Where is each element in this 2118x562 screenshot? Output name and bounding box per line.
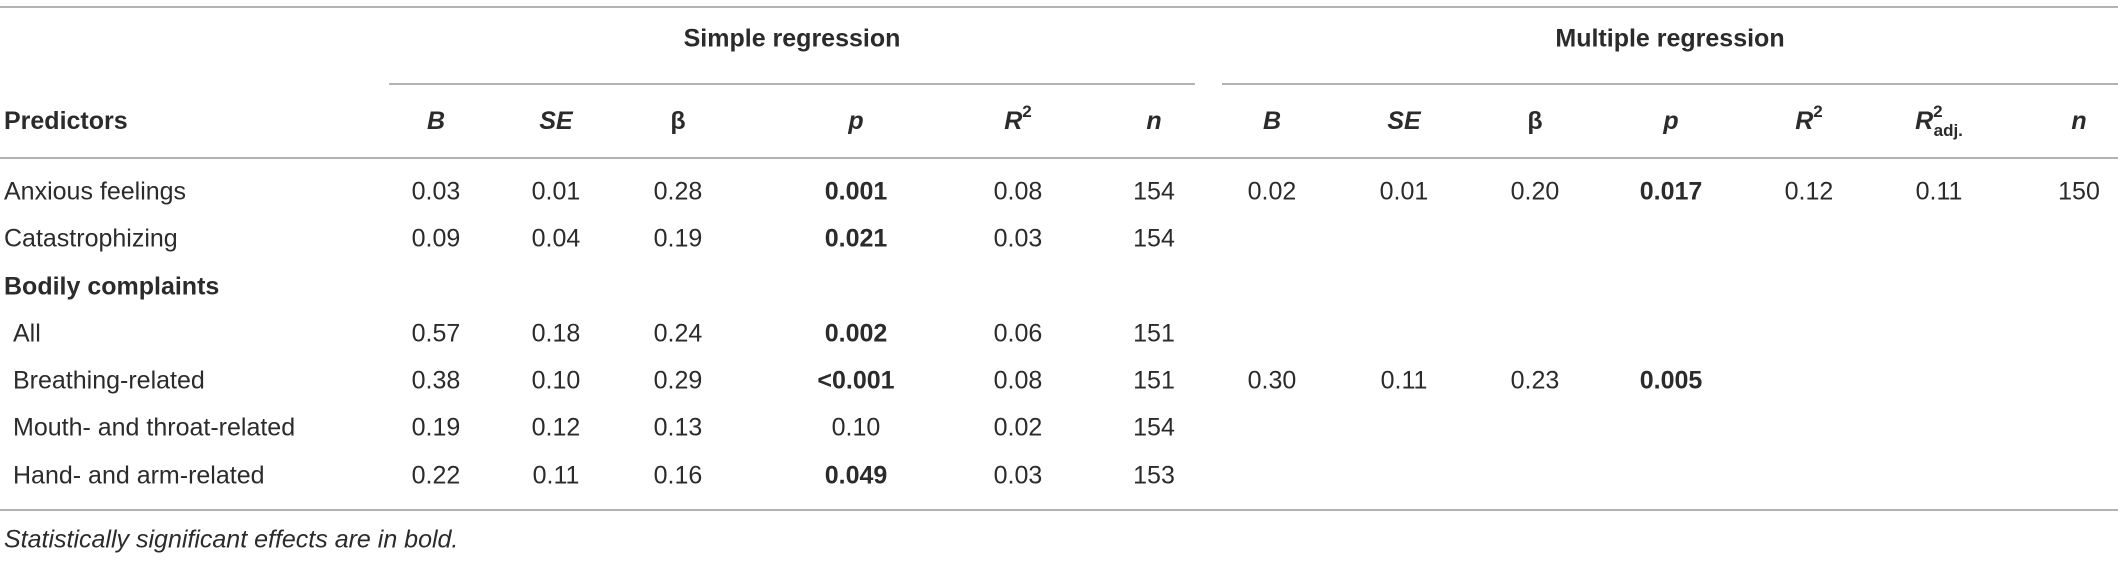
cell: 153	[1133, 462, 1175, 490]
header-text: B	[427, 107, 445, 135]
cell: 151	[1133, 367, 1175, 395]
header-text: Predictors	[4, 107, 128, 135]
cell: 0.09	[412, 225, 461, 253]
cell: 0.12	[1785, 178, 1834, 206]
cell: 0.29	[654, 367, 703, 395]
column-header: B	[1263, 107, 1281, 135]
cell: 0.005	[1640, 367, 1703, 395]
cell: 0.23	[1511, 367, 1560, 395]
row-label: Mouth- and throat-related	[13, 414, 295, 442]
column-header: R2 adj.	[1915, 102, 1963, 140]
column-header: n	[2071, 107, 2086, 135]
column-header: R2	[1004, 102, 1032, 135]
cell: 154	[1133, 414, 1175, 442]
cell: 0.13	[654, 414, 703, 442]
cell: 0.017	[1640, 178, 1703, 206]
cell: 0.30	[1248, 367, 1297, 395]
cell: 0.18	[532, 320, 581, 348]
column-header: SE	[1387, 107, 1422, 135]
header-text: SE	[1387, 107, 1422, 135]
row-label: Breathing-related	[13, 367, 205, 395]
header-sub: adj.	[1934, 121, 1963, 140]
header-text: p	[1662, 107, 1678, 135]
cell: 0.03	[412, 178, 461, 206]
cell: <0.001	[817, 367, 894, 395]
section-label: Bodily complaints	[4, 273, 219, 301]
cell: 0.049	[825, 462, 888, 490]
cell: 0.04	[532, 225, 581, 253]
header-text: R	[1004, 107, 1022, 135]
cell: 0.11	[1381, 367, 1428, 395]
cell: 0.24	[654, 320, 703, 348]
cell: 0.38	[412, 367, 461, 395]
cell: 154	[1133, 178, 1175, 206]
header-text: p	[847, 107, 863, 135]
header-sup: 2	[1933, 102, 1942, 121]
column-header: n	[1146, 107, 1161, 135]
cell: 0.02	[994, 414, 1043, 442]
cell: 0.08	[994, 367, 1043, 395]
column-header: β	[1527, 107, 1542, 135]
header-text: β	[670, 107, 685, 135]
header-text: B	[1263, 107, 1281, 135]
cell: 0.10	[832, 414, 881, 442]
cell: 0.20	[1511, 178, 1560, 206]
group-header: Multiple regression	[1555, 25, 1784, 53]
cell: 151	[1133, 320, 1175, 348]
column-header: SE	[539, 107, 574, 135]
row-label: Catastrophizing	[4, 225, 178, 253]
cell: 0.19	[654, 225, 703, 253]
cell: 0.01	[532, 178, 581, 206]
cell: 0.021	[825, 225, 888, 253]
cell: 0.57	[412, 320, 461, 348]
cell: 0.001	[825, 178, 888, 206]
row-label: Hand- and arm-related	[13, 462, 265, 490]
cell: 0.16	[654, 462, 703, 490]
header-sup: 2	[1022, 102, 1031, 121]
cell: 0.02	[1248, 178, 1297, 206]
header-text: n	[2071, 107, 2086, 135]
header-text: SE	[539, 107, 574, 135]
cell: 0.03	[994, 462, 1043, 490]
cell: 0.03	[994, 225, 1043, 253]
group-header: Simple regression	[684, 25, 901, 53]
header-text: R	[1915, 107, 1933, 135]
column-header: β	[670, 107, 685, 135]
cell: 0.22	[412, 462, 461, 490]
cell: 0.01	[1380, 178, 1429, 206]
row-label: Anxious feelings	[4, 178, 186, 206]
cell: 0.08	[994, 178, 1043, 206]
row-label: All	[13, 320, 41, 348]
column-header: Predictors	[4, 107, 128, 135]
header-sup: 2	[1813, 102, 1822, 121]
header-text: n	[1146, 107, 1161, 135]
column-header: p	[1662, 107, 1678, 135]
column-header: p	[847, 107, 863, 135]
cell: 0.11	[533, 462, 580, 490]
footnote: Statistically significant effects are in…	[4, 526, 458, 554]
column-header: R2	[1795, 102, 1823, 135]
cell: 0.28	[654, 178, 703, 206]
cell: 0.11	[1916, 178, 1963, 206]
header-text: β	[1527, 107, 1542, 135]
cell: 0.12	[532, 414, 581, 442]
cell: 0.06	[994, 320, 1043, 348]
cell: 154	[1133, 225, 1175, 253]
cell: 0.002	[825, 320, 888, 348]
cell: 150	[2058, 178, 2100, 206]
cell: 0.19	[412, 414, 461, 442]
header-text: R	[1795, 107, 1813, 135]
column-header: B	[427, 107, 445, 135]
cell: 0.10	[532, 367, 581, 395]
